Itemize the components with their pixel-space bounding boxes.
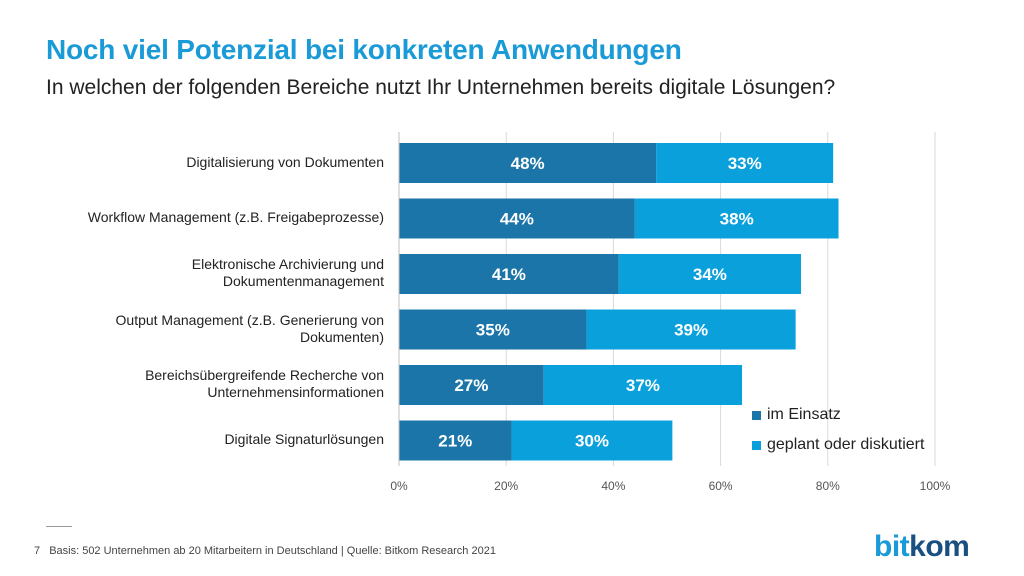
x-tick-label-60: 60% [709,479,733,493]
x-tick-label-40: 40% [601,479,625,493]
x-tick-label-100: 100% [920,479,951,493]
data-label-geplant-1: 38% [720,210,754,229]
bar-geplant-3 [586,309,796,350]
category-label-5: Digitale Signaturlösungen [84,431,384,448]
legend-label-geplant: geplant oder diskutiert [767,436,925,453]
data-label-im-einsatz-3: 35% [476,321,510,340]
chart-title: Noch viel Potenzial bei konkreten Anwend… [46,34,682,65]
bar-im-einsatz-3 [399,309,587,350]
data-label-im-einsatz-4: 27% [454,376,488,395]
footer: 7 Basis: 502 Unternehmen ab 20 Mitarbeit… [34,545,496,557]
bar-im-einsatz-1 [399,198,635,239]
category-label-line: Dokumentenmanagement [222,273,384,289]
chart-subtitle: In welchen der folgenden Bereiche nutzt … [46,76,836,99]
data-label-im-einsatz-0: 48% [511,154,545,173]
bar-im-einsatz-0 [399,143,657,183]
bar-geplant-2 [618,254,801,294]
x-tick-label-20: 20% [494,479,518,493]
category-label-line: Elektronische Archivierung und [191,256,384,272]
legend-item-geplant: geplant oder diskutiert [752,436,924,454]
data-label-geplant-2: 34% [693,265,727,284]
bar-im-einsatz-5 [399,420,512,461]
logo-part-bit: bit [874,530,910,563]
footer-divider [46,526,72,527]
bar-geplant-4 [543,365,743,405]
category-label-line: Output Management (z.B. Generierung von [115,311,384,328]
data-label-geplant-3: 39% [674,321,708,340]
bar-geplant-5 [511,420,673,461]
source-note: Basis: 502 Unternehmen ab 20 Mitarbeiter… [49,545,496,557]
category-label-0: Digitalisierung von Dokumenten [84,154,384,171]
bar-im-einsatz-4 [399,365,544,405]
data-label-geplant-0: 33% [728,154,762,173]
bitkom-logo: bitkom [874,530,970,564]
page-number: 7 [34,545,41,557]
data-label-geplant-5: 30% [575,432,609,451]
bar-im-einsatz-2 [399,254,619,294]
logo-part-kom: kom [909,530,970,563]
legend-swatch-geplant [752,440,761,450]
category-label-line: Dokumenten) [299,328,384,345]
data-label-im-einsatz-2: 41% [492,265,526,284]
category-label-3: Output Management (z.B. Generierung von D… [84,312,384,346]
category-label-4: Bereichsübergreifende Recherche von Unter… [84,367,384,401]
category-label-line: Unternehmensinformationen [207,384,384,400]
category-label-line: Workflow Management (z.B. Freigabeprozes… [87,209,384,225]
legend-swatch-im-einsatz [752,410,761,420]
data-label-im-einsatz-1: 44% [500,210,534,229]
x-tick-label-0: 0% [390,479,408,493]
x-tick-label-80: 80% [816,479,840,493]
legend-item-im-einsatz: im Einsatz [752,406,841,424]
data-label-im-einsatz-5: 21% [438,432,472,451]
bar-geplant-1 [634,198,839,239]
legend-label-im-einsatz: im Einsatz [767,406,841,423]
category-label-line: Digitale Signaturlösungen [224,431,384,447]
category-label-1: Workflow Management (z.B. Freigabeprozes… [84,209,384,226]
category-label-2: Elektronische Archivierung und Dokumenten… [84,256,384,290]
bar-geplant-0 [656,143,834,183]
category-label-line: Bereichsübergreifende Recherche von [145,367,384,383]
data-label-geplant-4: 37% [626,376,660,395]
category-label-line: Digitalisierung von Dokumenten [186,153,384,170]
